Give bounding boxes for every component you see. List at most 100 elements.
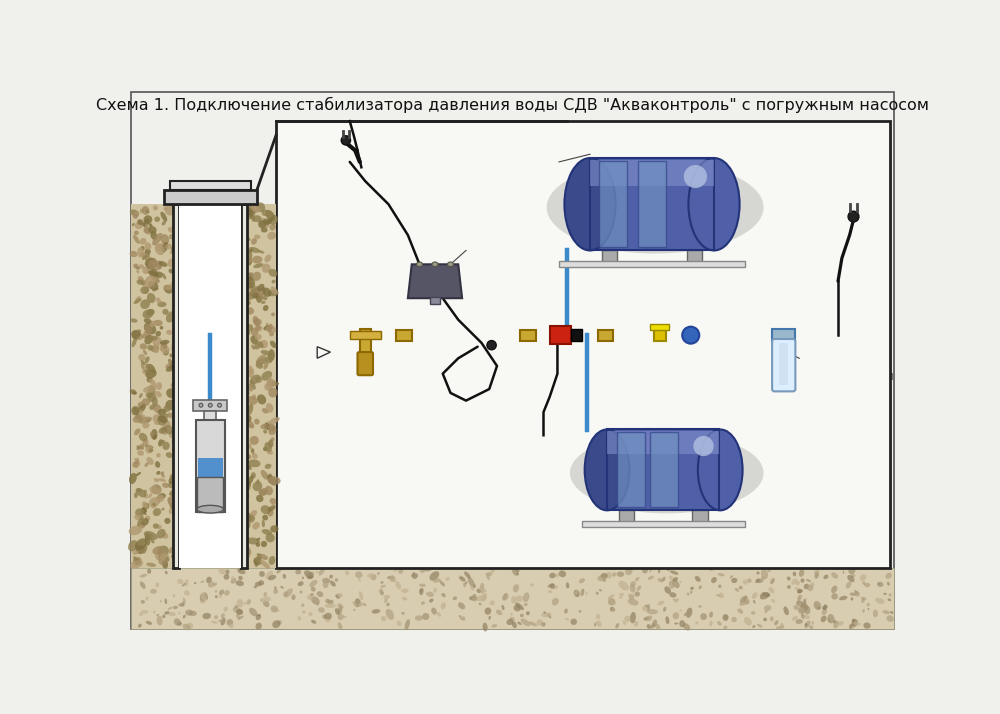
Ellipse shape bbox=[136, 280, 143, 285]
Ellipse shape bbox=[850, 593, 856, 596]
Ellipse shape bbox=[814, 601, 821, 610]
Ellipse shape bbox=[248, 476, 254, 484]
Ellipse shape bbox=[238, 575, 243, 580]
Ellipse shape bbox=[137, 409, 143, 415]
Ellipse shape bbox=[153, 206, 158, 211]
Ellipse shape bbox=[256, 363, 263, 369]
Ellipse shape bbox=[160, 340, 169, 345]
Ellipse shape bbox=[861, 598, 865, 603]
Ellipse shape bbox=[249, 608, 258, 616]
Ellipse shape bbox=[158, 439, 163, 446]
Ellipse shape bbox=[679, 609, 682, 612]
Ellipse shape bbox=[142, 423, 149, 428]
Ellipse shape bbox=[513, 584, 519, 593]
Ellipse shape bbox=[267, 232, 276, 240]
Ellipse shape bbox=[460, 616, 465, 620]
Ellipse shape bbox=[458, 575, 462, 579]
Ellipse shape bbox=[130, 318, 138, 323]
Ellipse shape bbox=[630, 581, 636, 587]
Ellipse shape bbox=[804, 583, 809, 589]
Ellipse shape bbox=[145, 276, 156, 287]
Ellipse shape bbox=[596, 614, 600, 619]
Ellipse shape bbox=[718, 573, 725, 576]
Ellipse shape bbox=[516, 595, 523, 602]
Ellipse shape bbox=[169, 548, 173, 553]
Ellipse shape bbox=[247, 465, 252, 470]
Ellipse shape bbox=[791, 578, 798, 585]
Ellipse shape bbox=[372, 578, 374, 580]
Ellipse shape bbox=[236, 609, 243, 615]
Ellipse shape bbox=[150, 266, 154, 270]
Ellipse shape bbox=[162, 221, 166, 226]
Ellipse shape bbox=[260, 424, 268, 429]
Ellipse shape bbox=[739, 600, 749, 605]
Ellipse shape bbox=[165, 206, 176, 216]
Ellipse shape bbox=[635, 577, 639, 581]
Ellipse shape bbox=[269, 439, 273, 448]
Ellipse shape bbox=[667, 568, 670, 571]
Ellipse shape bbox=[402, 597, 405, 600]
Ellipse shape bbox=[154, 421, 160, 425]
Ellipse shape bbox=[642, 606, 648, 612]
Ellipse shape bbox=[432, 262, 438, 266]
Ellipse shape bbox=[162, 483, 169, 488]
Ellipse shape bbox=[642, 566, 648, 573]
Ellipse shape bbox=[221, 618, 226, 625]
Ellipse shape bbox=[253, 481, 262, 491]
Ellipse shape bbox=[141, 518, 149, 526]
Ellipse shape bbox=[752, 625, 755, 628]
Ellipse shape bbox=[138, 623, 142, 628]
Ellipse shape bbox=[254, 585, 257, 588]
Ellipse shape bbox=[797, 597, 801, 604]
Ellipse shape bbox=[831, 572, 838, 579]
Ellipse shape bbox=[153, 403, 162, 413]
Bar bbox=[772, 329, 795, 341]
Ellipse shape bbox=[249, 443, 252, 450]
Ellipse shape bbox=[652, 620, 657, 628]
Ellipse shape bbox=[132, 338, 137, 347]
Ellipse shape bbox=[764, 605, 771, 611]
Ellipse shape bbox=[248, 247, 260, 253]
Ellipse shape bbox=[143, 218, 149, 228]
Ellipse shape bbox=[264, 254, 271, 262]
Ellipse shape bbox=[268, 441, 274, 447]
Ellipse shape bbox=[253, 318, 262, 326]
Ellipse shape bbox=[129, 473, 137, 484]
Ellipse shape bbox=[149, 405, 155, 410]
Ellipse shape bbox=[243, 513, 252, 523]
Ellipse shape bbox=[335, 594, 340, 598]
Ellipse shape bbox=[145, 532, 150, 545]
Ellipse shape bbox=[134, 458, 139, 461]
Ellipse shape bbox=[655, 623, 660, 630]
Ellipse shape bbox=[142, 398, 150, 406]
Ellipse shape bbox=[219, 567, 226, 574]
Ellipse shape bbox=[214, 615, 218, 619]
Ellipse shape bbox=[160, 211, 167, 221]
Ellipse shape bbox=[162, 615, 165, 618]
Ellipse shape bbox=[168, 481, 176, 488]
Bar bbox=[607, 429, 719, 510]
Ellipse shape bbox=[355, 598, 361, 607]
Ellipse shape bbox=[679, 581, 682, 583]
Ellipse shape bbox=[236, 614, 240, 620]
Ellipse shape bbox=[363, 603, 366, 606]
Bar bbox=[550, 326, 571, 344]
Ellipse shape bbox=[162, 442, 170, 450]
Ellipse shape bbox=[311, 596, 320, 605]
Ellipse shape bbox=[132, 333, 143, 340]
Ellipse shape bbox=[238, 615, 244, 620]
Ellipse shape bbox=[168, 496, 178, 507]
Ellipse shape bbox=[862, 609, 865, 613]
Ellipse shape bbox=[156, 382, 162, 390]
Ellipse shape bbox=[136, 446, 140, 451]
Ellipse shape bbox=[695, 576, 701, 582]
Ellipse shape bbox=[244, 480, 250, 488]
Ellipse shape bbox=[150, 589, 157, 594]
Ellipse shape bbox=[596, 620, 602, 627]
Ellipse shape bbox=[268, 473, 272, 481]
Bar bbox=[396, 330, 412, 341]
Ellipse shape bbox=[240, 302, 250, 308]
Ellipse shape bbox=[473, 584, 476, 588]
Ellipse shape bbox=[565, 618, 569, 620]
Ellipse shape bbox=[161, 440, 165, 444]
